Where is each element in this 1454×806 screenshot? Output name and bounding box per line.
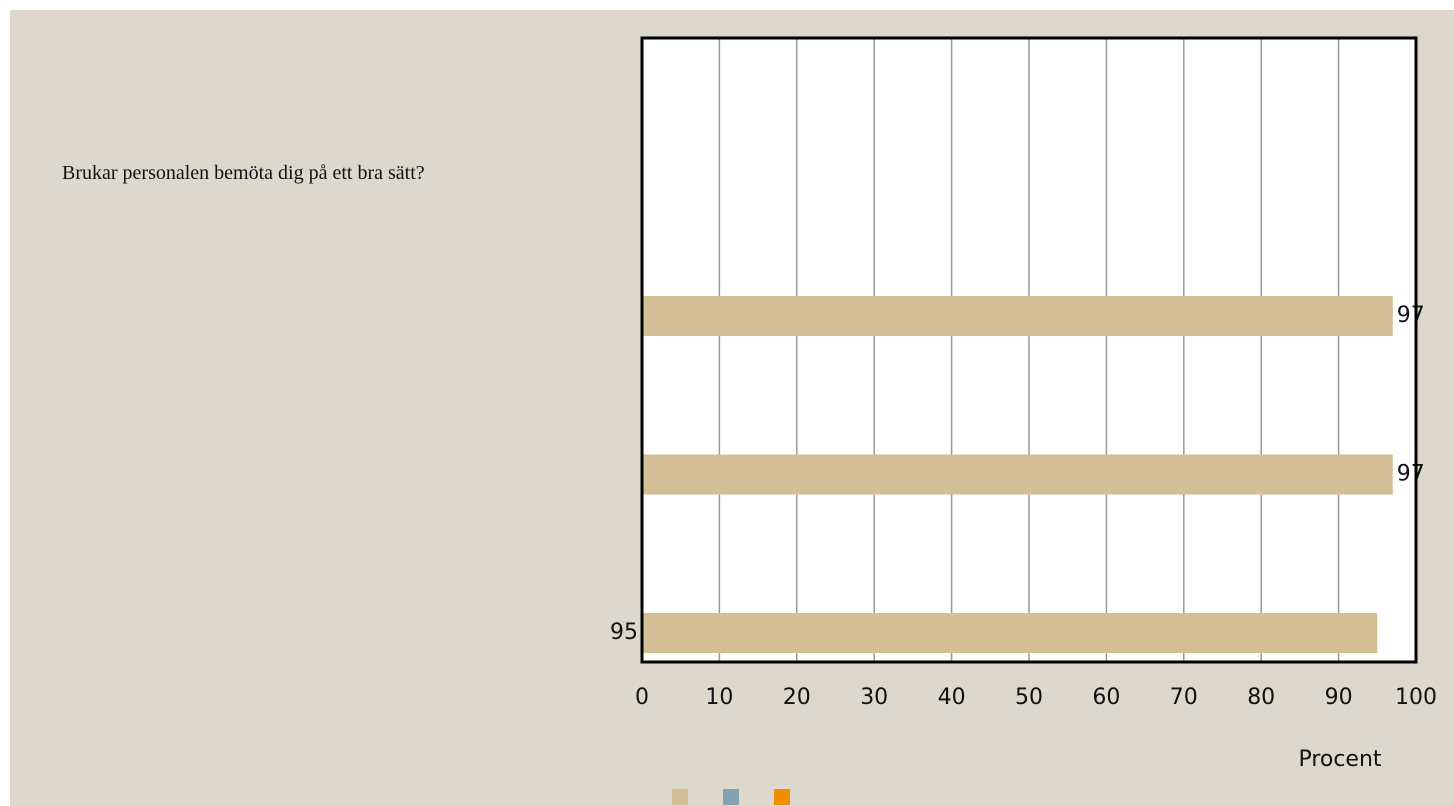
bar-value-label: 95 [610, 620, 638, 645]
plot-border [640, 36, 1418, 664]
x-tick-label: 90 [1325, 685, 1353, 710]
x-tick-label: 80 [1247, 685, 1275, 710]
x-tick-label: 20 [783, 685, 811, 710]
x-tick-label: 30 [860, 685, 888, 710]
x-tick-label: 10 [705, 685, 733, 710]
x-tick-label: 40 [938, 685, 966, 710]
legend-swatch [723, 789, 739, 805]
bar-value-label: 97 [1397, 303, 1425, 328]
x-axis-label: Procent [1298, 747, 1381, 772]
bar [642, 613, 1378, 653]
legend-swatch [672, 789, 688, 805]
x-tick-label: 0 [635, 685, 649, 710]
bar [642, 454, 1393, 495]
legend-swatch [774, 789, 790, 805]
x-tick-label: 50 [1015, 685, 1043, 710]
bar-value-label: 97 [1397, 462, 1425, 487]
bar [642, 296, 1393, 336]
x-tick-label: 100 [1395, 685, 1437, 710]
x-tick-label: 70 [1170, 685, 1198, 710]
x-tick-label: 60 [1092, 685, 1120, 710]
question: Brukar personalen bemöta dig på ett bra … [62, 162, 425, 184]
